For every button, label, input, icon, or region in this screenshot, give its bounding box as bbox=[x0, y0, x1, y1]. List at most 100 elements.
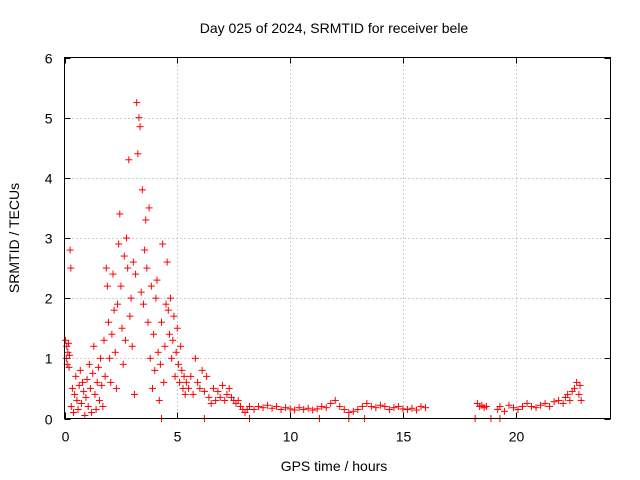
y-tick-label: 2 bbox=[45, 291, 53, 307]
data-point bbox=[575, 390, 583, 398]
data-point bbox=[523, 399, 531, 407]
data-point bbox=[70, 408, 78, 416]
data-point bbox=[127, 294, 135, 302]
chart-title: Day 025 of 2024, SRMTID for receiver bel… bbox=[200, 20, 469, 36]
data-point bbox=[154, 348, 162, 356]
data-point bbox=[255, 402, 263, 410]
y-tick-label: 6 bbox=[45, 51, 53, 67]
data-point bbox=[171, 372, 179, 380]
data-point bbox=[155, 396, 163, 404]
data-point bbox=[259, 404, 267, 412]
data-point bbox=[73, 396, 81, 404]
data-point bbox=[126, 312, 134, 320]
data-point bbox=[125, 156, 133, 164]
data-point bbox=[172, 348, 180, 356]
data-point bbox=[107, 378, 115, 386]
data-point bbox=[135, 114, 143, 122]
data-point bbox=[67, 402, 75, 410]
data-point bbox=[102, 264, 110, 272]
data-point bbox=[71, 390, 79, 398]
data-point bbox=[177, 342, 185, 350]
data-point bbox=[207, 399, 215, 407]
data-point bbox=[570, 384, 578, 392]
data-point bbox=[194, 378, 202, 386]
data-point bbox=[170, 312, 178, 320]
data-point bbox=[84, 402, 92, 410]
data-point bbox=[152, 294, 160, 302]
data-point bbox=[191, 354, 199, 362]
data-point bbox=[111, 348, 119, 356]
data-point bbox=[174, 360, 182, 368]
data-point bbox=[200, 387, 208, 395]
data-point bbox=[144, 318, 152, 326]
data-point bbox=[169, 336, 177, 344]
data-point bbox=[318, 402, 326, 410]
data-point bbox=[528, 402, 536, 410]
data-point bbox=[112, 384, 120, 392]
data-point bbox=[163, 258, 171, 266]
data-point bbox=[218, 381, 226, 389]
data-point bbox=[250, 405, 258, 413]
data-point bbox=[167, 294, 175, 302]
data-point bbox=[496, 402, 504, 410]
y-tick-label: 5 bbox=[45, 111, 53, 127]
data-point bbox=[80, 387, 88, 395]
data-point bbox=[158, 318, 166, 326]
data-point bbox=[145, 204, 153, 212]
data-point bbox=[159, 240, 167, 248]
data-point bbox=[187, 372, 195, 380]
data-point bbox=[550, 398, 558, 406]
data-point bbox=[295, 404, 303, 412]
data-point bbox=[234, 396, 242, 404]
data-point bbox=[132, 270, 140, 278]
data-point bbox=[65, 363, 73, 371]
data-points bbox=[62, 99, 585, 422]
data-point bbox=[286, 405, 294, 413]
data-point bbox=[139, 300, 147, 308]
data-point bbox=[385, 405, 393, 413]
axis-ticks: 0 5 10 15 20 0 1 2 3 4 5 6 bbox=[45, 51, 611, 445]
data-point bbox=[85, 360, 93, 368]
data-point bbox=[519, 402, 527, 410]
data-point bbox=[221, 396, 229, 404]
data-point bbox=[165, 330, 173, 338]
data-point bbox=[95, 396, 103, 404]
data-point bbox=[566, 396, 574, 404]
data-point bbox=[327, 399, 335, 407]
data-point bbox=[555, 396, 563, 404]
data-point bbox=[203, 372, 211, 380]
x-tick-label: 20 bbox=[509, 429, 525, 445]
data-point bbox=[264, 401, 272, 409]
data-point bbox=[376, 401, 384, 409]
data-point bbox=[367, 402, 375, 410]
data-point bbox=[573, 378, 581, 386]
data-point bbox=[282, 404, 290, 412]
data-point bbox=[214, 387, 222, 395]
data-point bbox=[180, 372, 188, 380]
data-point bbox=[150, 330, 158, 338]
data-point bbox=[576, 381, 584, 389]
data-point bbox=[81, 411, 89, 419]
data-point bbox=[68, 384, 76, 392]
data-point bbox=[128, 342, 136, 350]
grid-lines bbox=[64, 57, 611, 419]
data-point bbox=[205, 393, 213, 401]
data-point bbox=[93, 378, 101, 386]
data-point bbox=[537, 401, 545, 409]
data-point bbox=[123, 234, 131, 242]
data-point bbox=[196, 384, 204, 392]
data-point bbox=[198, 366, 206, 374]
data-point bbox=[148, 384, 156, 392]
data-point bbox=[209, 384, 217, 392]
data-point bbox=[309, 406, 317, 414]
data-point bbox=[110, 306, 118, 314]
data-point bbox=[164, 306, 172, 314]
data-point bbox=[116, 210, 124, 218]
data-point bbox=[75, 381, 83, 389]
y-axis-label: SRMTID / TECUs bbox=[6, 183, 22, 293]
data-point bbox=[216, 393, 224, 401]
x-tick-label: 0 bbox=[62, 429, 70, 445]
data-point bbox=[304, 404, 312, 412]
data-point bbox=[129, 258, 137, 266]
